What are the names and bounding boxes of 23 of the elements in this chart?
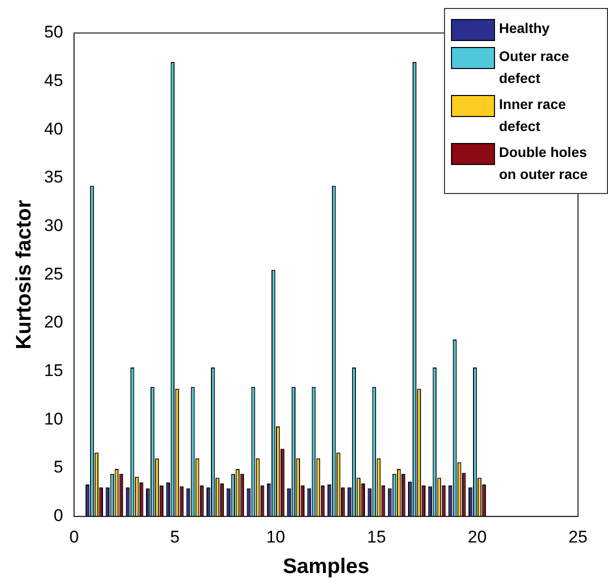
x-tick-label: 10 — [266, 527, 286, 546]
y-axis-title: Kurtosis factor — [12, 200, 36, 350]
y-tick-label: 50 — [44, 22, 64, 42]
legend-label: Double holes on outer race — [499, 143, 589, 184]
legend-label: Healthy — [499, 19, 550, 38]
y-tick-label: 25 — [44, 264, 64, 284]
y-tick-label: 15 — [44, 361, 64, 380]
legend-label: Inner race defect — [499, 95, 567, 136]
y-tick-label: 20 — [44, 312, 64, 332]
y-tick-label: 10 — [44, 409, 64, 428]
y-tick-label: 5 — [54, 458, 64, 477]
y-tick-label: 0 — [54, 506, 64, 526]
y-tick-label: 35 — [44, 168, 64, 187]
x-tick-label: 25 — [568, 527, 588, 546]
x-tick-label: 20 — [468, 527, 487, 546]
y-tick-label: 45 — [44, 71, 64, 90]
x-axis-title: Samples — [282, 555, 370, 578]
x-tick-label: 0 — [69, 527, 79, 546]
legend-label: Outer race defect — [499, 47, 570, 88]
y-tick-label: 30 — [44, 216, 64, 236]
x-tick-label: 15 — [366, 527, 386, 546]
y-tick-label: 40 — [44, 119, 64, 138]
x-tick-label: 5 — [170, 527, 180, 546]
